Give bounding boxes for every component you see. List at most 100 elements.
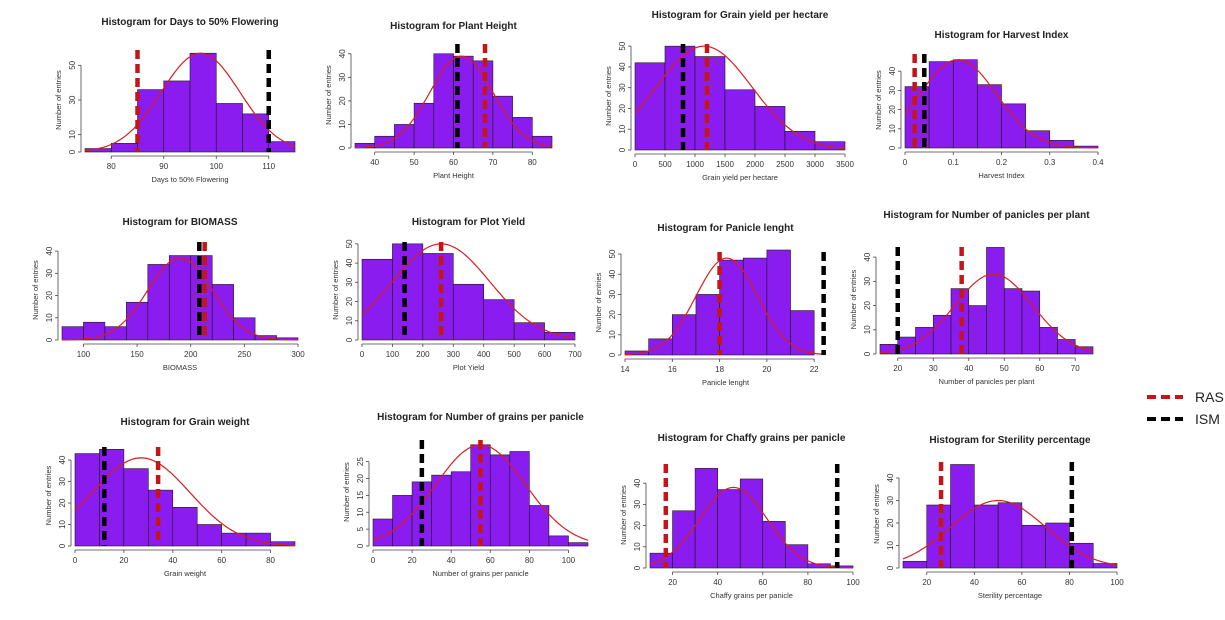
histogram-bar: [1092, 563, 1118, 569]
y-tick-label: 0: [633, 565, 642, 570]
x-tick-label: 40: [964, 364, 973, 373]
histogram-bar: [413, 102, 435, 149]
histogram-bar: [196, 524, 222, 547]
histogram-bar: [242, 113, 270, 153]
x-tick-label: 0.1: [948, 158, 960, 167]
histogram-bar: [968, 305, 987, 355]
histogram-bar: [422, 253, 454, 341]
y-tick-label: 25: [356, 457, 365, 466]
x-axis-label: Days to 50% Flowering: [151, 175, 228, 184]
chart-title: Histogram for Grain yield per hectare: [652, 10, 829, 21]
x-tick-label: 200: [184, 350, 198, 359]
x-tick-label: 60: [758, 578, 767, 587]
histogram-bar: [672, 510, 696, 569]
histogram-bar: [897, 336, 916, 355]
x-tick-label: 600: [538, 350, 552, 359]
histogram-bar: [529, 505, 550, 547]
x-tick-label: 40: [370, 158, 379, 167]
histogram-panel: Histogram for Chaffy grains per panicle 2…: [619, 433, 860, 600]
x-tick-label: 40: [447, 556, 456, 565]
x-tick-label: 3000: [806, 160, 824, 169]
x-tick-label: 60: [449, 158, 458, 167]
y-tick-label: 20: [45, 291, 54, 300]
x-tick-label: 80: [266, 556, 275, 565]
histogram-bar: [974, 504, 999, 569]
y-tick-label: 0: [338, 145, 347, 150]
histogram-bar: [392, 495, 413, 547]
y-tick-label: 30: [45, 268, 54, 277]
histogram-bar: [694, 468, 718, 569]
x-tick-label: 20: [668, 578, 677, 587]
histogram-bar: [1021, 524, 1046, 569]
x-tick-label: 80: [803, 578, 812, 587]
y-tick-label: 40: [633, 478, 642, 487]
histogram-bar: [785, 544, 809, 569]
y-tick-label: 10: [886, 541, 895, 550]
histogram-bar: [754, 106, 786, 151]
histogram-bar: [739, 478, 764, 569]
x-tick-label: 0: [633, 160, 638, 169]
x-axis-label: BIOMASS: [163, 363, 197, 372]
histogram-bar: [172, 507, 198, 547]
x-tick-label: 1000: [686, 160, 704, 169]
x-axis-label: Number of panicles per plant: [939, 377, 1036, 386]
chart-title: Histogram for Chaffy grains per panicle: [658, 433, 846, 444]
histogram-bar: [634, 62, 666, 151]
y-tick-label: 0: [356, 543, 365, 548]
normal-curve: [879, 273, 1094, 354]
y-tick-label: 40: [58, 455, 67, 464]
y-tick-label: 0: [618, 147, 627, 152]
x-tick-label: 400: [477, 350, 491, 359]
y-tick-label: 50: [618, 41, 627, 50]
legend-label: RASI: [1195, 389, 1225, 405]
normal-curve: [74, 457, 296, 546]
y-tick-label: 40: [608, 269, 617, 278]
y-tick-label: 30: [863, 276, 872, 285]
x-axis-label: Panicle lenght: [702, 378, 750, 387]
histogram-panel: Histogram for Number of grains per panic…: [342, 412, 589, 578]
x-tick-label: 100: [210, 162, 224, 171]
y-tick-label: 10: [338, 119, 347, 128]
y-axis-label: Number of entries: [874, 70, 883, 130]
histogram-bar: [513, 322, 545, 341]
normal-curve: [361, 243, 576, 339]
y-tick-label: 10: [345, 316, 354, 325]
y-axis-label: Number of entries: [331, 260, 340, 320]
y-tick-label: 40: [886, 473, 895, 482]
histogram-bar: [268, 141, 296, 153]
x-tick-label: 100: [1110, 578, 1124, 587]
y-tick-label: 0: [886, 565, 895, 570]
histogram-bar: [1025, 130, 1051, 149]
histogram-bar: [548, 535, 569, 547]
y-tick-label: 20: [633, 521, 642, 530]
x-tick-label: 300: [291, 350, 305, 359]
x-tick-label: 110: [262, 162, 275, 171]
histogram-bar: [724, 89, 756, 151]
chart-title: Histogram for Number of panicles per pla…: [883, 210, 1090, 221]
histogram-bar: [784, 131, 816, 151]
y-tick-label: 30: [608, 289, 617, 298]
histogram-bar: [215, 103, 243, 153]
x-tick-label: 90: [159, 162, 168, 171]
x-axis-label: Sterility percentage: [978, 591, 1042, 600]
x-tick-label: 300: [447, 350, 461, 359]
histogram-bar: [61, 326, 84, 341]
histogram-bar: [110, 143, 138, 153]
x-tick-label: 20: [922, 578, 931, 587]
x-tick-label: 40: [970, 578, 979, 587]
x-tick-label: 16: [668, 365, 677, 374]
histogram-bar: [489, 454, 511, 547]
y-tick-label: 30: [58, 477, 67, 486]
y-tick-label: 10: [58, 520, 67, 529]
y-axis-label: Number of entries: [342, 462, 351, 522]
chart-title: Histogram for Sterility percentage: [929, 435, 1091, 446]
x-tick-label: 14: [621, 365, 630, 374]
y-tick-label: 0: [608, 352, 617, 357]
histogram-bar: [374, 135, 395, 149]
histogram-bar: [168, 255, 192, 341]
histogram-bar: [189, 52, 217, 153]
y-tick-label: 10: [633, 542, 642, 551]
y-tick-label: 30: [886, 496, 895, 505]
y-tick-label: 30: [338, 72, 347, 81]
